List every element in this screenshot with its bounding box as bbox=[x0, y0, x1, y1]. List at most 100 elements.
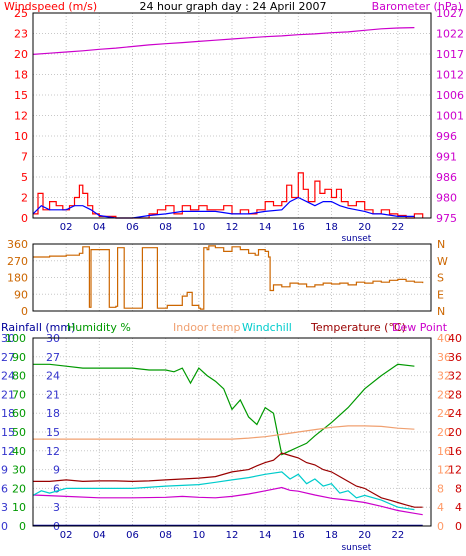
temp-x-tick: 12 bbox=[226, 530, 239, 541]
temp-right-y-tick: 8 bbox=[455, 482, 462, 495]
wind-y-tick: 0 bbox=[21, 212, 28, 225]
temp-left-y-tick: 6 bbox=[53, 482, 60, 495]
rainfall-y-tick: 18 bbox=[1, 407, 15, 420]
wind-y-tick: 12 bbox=[14, 110, 28, 123]
humidity-y-tick: 80 bbox=[12, 370, 26, 383]
temp-right-y-tick: 16 bbox=[448, 445, 462, 458]
rainfall-y-tick: 15 bbox=[1, 426, 15, 439]
baro-y-tick: 996 bbox=[436, 130, 457, 143]
temp-right-y-tick: 28 bbox=[448, 388, 462, 401]
indoor-y-tick: 20 bbox=[437, 426, 451, 439]
wind-y-tick: 25 bbox=[14, 7, 28, 20]
windchill-line bbox=[32, 471, 415, 511]
indoor-y-tick: 36 bbox=[437, 351, 451, 364]
direction-y-tick: 90 bbox=[14, 288, 28, 301]
humidity-legend: Humidity % bbox=[67, 321, 131, 334]
temp-left-y-tick: 27 bbox=[46, 351, 60, 364]
wind-x-tick: 04 bbox=[93, 222, 106, 233]
wind-y-tick: 15 bbox=[14, 89, 28, 102]
indoor-y-tick: 32 bbox=[437, 370, 451, 383]
direction-y-tick: 270 bbox=[7, 255, 28, 268]
wind-y-tick: 20 bbox=[14, 48, 28, 61]
baro-y-tick: 975 bbox=[436, 212, 457, 225]
indoor-y-tick: 24 bbox=[437, 407, 451, 420]
temp-left-y-tick: 9 bbox=[53, 464, 60, 477]
humidity-line bbox=[33, 363, 415, 456]
rainfall-y-tick: 12 bbox=[1, 445, 15, 458]
temp-left-y-tick: 15 bbox=[46, 426, 60, 439]
sunset-label: sunset bbox=[341, 543, 371, 553]
wind-x-tick: 22 bbox=[391, 222, 404, 233]
indoor-y-tick: 0 bbox=[437, 520, 444, 533]
windchill-legend: Windchill bbox=[242, 321, 292, 334]
wind-y-tick: 2 bbox=[21, 192, 28, 205]
wind-y-tick: 5 bbox=[21, 171, 28, 184]
temp-x-tick: 04 bbox=[93, 530, 106, 541]
temp-left-y-tick: 3 bbox=[53, 501, 60, 514]
chart-title: 24 hour graph day : 24 April 2007 bbox=[140, 0, 327, 13]
baro-y-tick: 1001 bbox=[436, 110, 464, 123]
baro-y-tick: 1027 bbox=[436, 7, 464, 20]
temp-x-tick: 08 bbox=[159, 530, 172, 541]
wind-x-tick: 02 bbox=[60, 222, 73, 233]
temp-x-tick: 22 bbox=[391, 530, 404, 541]
indoor-y-tick: 4 bbox=[437, 501, 444, 514]
baro-y-tick: 980 bbox=[436, 192, 457, 205]
barometer-legend: Barometer (hPa) bbox=[372, 0, 462, 13]
temp-right-y-tick: 0 bbox=[455, 520, 462, 533]
humidity-y-tick: 10 bbox=[12, 501, 26, 514]
baro-y-tick: 991 bbox=[436, 151, 457, 164]
temp-right-y-tick: 32 bbox=[448, 370, 462, 383]
indoor-temp-line bbox=[33, 425, 415, 440]
humidity-y-tick: 0 bbox=[19, 520, 26, 533]
direction-y-tick: 180 bbox=[7, 272, 28, 285]
baro-y-tick: 986 bbox=[436, 171, 457, 184]
temp-x-tick: 10 bbox=[192, 530, 205, 541]
baro-y-tick: 1006 bbox=[436, 89, 464, 102]
wind-average-line bbox=[32, 196, 415, 219]
wind-y-tick: 23 bbox=[14, 28, 28, 41]
baro-y-tick: 1012 bbox=[436, 69, 464, 82]
dewpoint-legend: Dew Point bbox=[392, 321, 448, 334]
rainfall-legend: Rainfall (mm) bbox=[1, 321, 75, 334]
compass-label: N bbox=[437, 305, 445, 318]
temp-plot-frame bbox=[32, 337, 432, 527]
temp-x-tick: 18 bbox=[325, 530, 338, 541]
direction-y-tick: 360 bbox=[7, 238, 28, 251]
wind-x-tick: 16 bbox=[292, 222, 305, 233]
rainfall-y-tick: 0 bbox=[1, 520, 8, 533]
humidity-y-tick: 30 bbox=[12, 464, 26, 477]
compass-label: N bbox=[437, 238, 445, 251]
indoor-temp-legend: Indoor temp bbox=[173, 321, 240, 334]
rainfall-y-tick: 21 bbox=[1, 388, 15, 401]
humidity-y-tick: 40 bbox=[12, 445, 26, 458]
rainfall-y-tick: 24 bbox=[1, 370, 15, 383]
indoor-y-tick: 28 bbox=[437, 388, 451, 401]
direction-plot-frame bbox=[32, 243, 432, 312]
wind-y-tick: 7 bbox=[21, 151, 28, 164]
indoor-y-tick: 8 bbox=[437, 482, 444, 495]
temp-left-y-tick: 18 bbox=[46, 407, 60, 420]
indoor-y-tick: 16 bbox=[437, 445, 451, 458]
humidity-y-tick: 60 bbox=[12, 407, 26, 420]
wind-x-tick: 18 bbox=[325, 222, 338, 233]
wind-x-tick: 10 bbox=[192, 222, 205, 233]
wind-x-tick: 06 bbox=[126, 222, 139, 233]
temp-x-tick: 16 bbox=[292, 530, 305, 541]
wind-y-tick: 10 bbox=[14, 130, 28, 143]
dewpoint-line bbox=[32, 486, 423, 516]
wind-x-tick: 08 bbox=[159, 222, 172, 233]
temp-right-y-tick: 12 bbox=[448, 464, 462, 477]
temp-left-y-tick: 21 bbox=[46, 388, 60, 401]
temp-right-y-tick: 24 bbox=[448, 407, 462, 420]
baro-y-tick: 1022 bbox=[436, 28, 464, 41]
rainfall-y-tick: 3 bbox=[1, 501, 8, 514]
wind-y-tick: 18 bbox=[14, 69, 28, 82]
temp-x-tick: 02 bbox=[60, 530, 73, 541]
temp-right-y-tick: 36 bbox=[448, 351, 462, 364]
baro-y-tick: 1017 bbox=[436, 48, 464, 61]
compass-label: S bbox=[437, 272, 444, 285]
direction-y-tick: 0 bbox=[21, 305, 28, 318]
wind-plot-frame bbox=[32, 12, 432, 219]
